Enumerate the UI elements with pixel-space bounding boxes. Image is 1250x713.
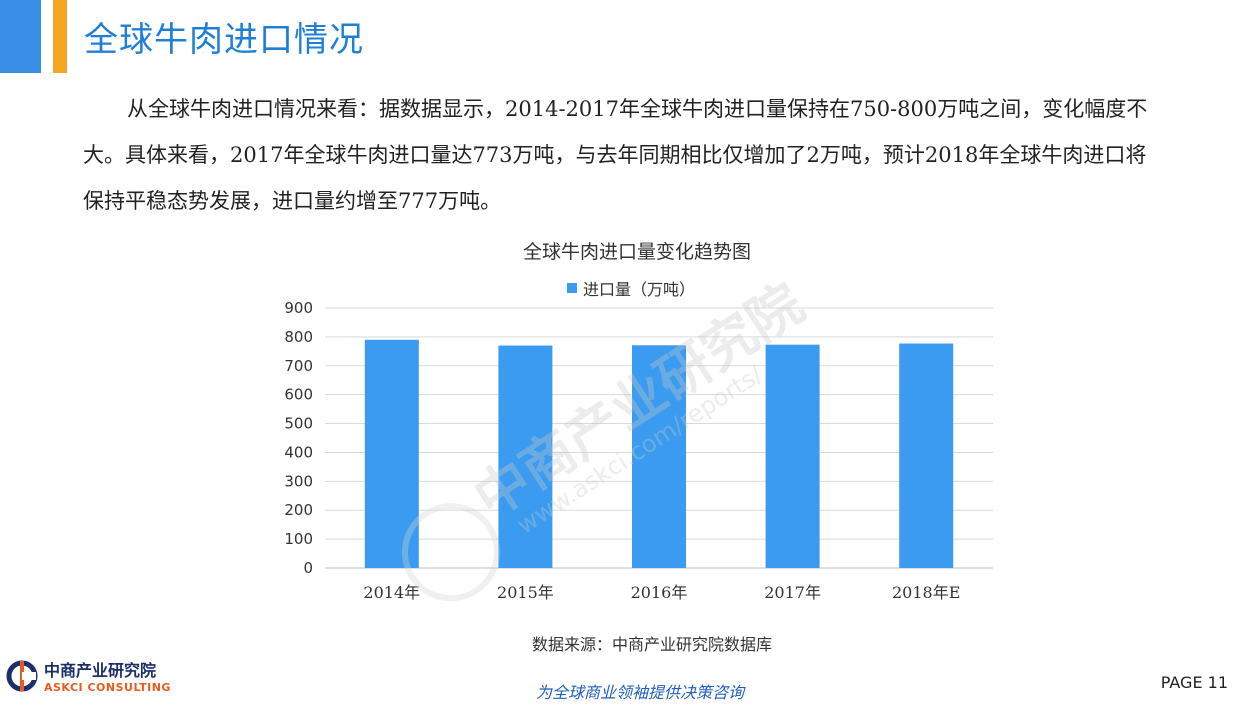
logo-icon bbox=[6, 660, 38, 691]
bar bbox=[765, 344, 820, 568]
chart-legend: 进口量（万吨） bbox=[567, 276, 695, 300]
y-tick-label: 0 bbox=[303, 559, 313, 577]
y-tick-label: 500 bbox=[284, 415, 313, 433]
bar bbox=[498, 345, 553, 568]
y-tick-label: 200 bbox=[284, 501, 313, 519]
intro-paragraph: 从全球牛肉进口情况来看：据数据显示，2014-2017年全球牛肉进口量保持在75… bbox=[83, 97, 1148, 213]
legend-label: 进口量（万吨） bbox=[583, 280, 696, 299]
y-tick-label: 700 bbox=[284, 357, 313, 375]
y-tick-label: 400 bbox=[284, 443, 313, 461]
title-accent-bar-orange bbox=[53, 0, 67, 73]
title-accent-bar-blue bbox=[0, 0, 41, 73]
x-tick-label: 2014年 bbox=[363, 583, 420, 602]
logo-text-en: ASKCI CONSULTING bbox=[44, 681, 171, 694]
company-logo: 中商产业研究院 ASKCI CONSULTING bbox=[4, 657, 171, 694]
chart-title: 全球牛肉进口量变化趋势图 bbox=[522, 241, 751, 263]
y-tick-label: 100 bbox=[284, 530, 313, 548]
x-tick-label: 2015年 bbox=[497, 583, 554, 602]
page-title: 全球牛肉进口情况 bbox=[84, 20, 364, 60]
page-number: PAGE 11 bbox=[1160, 673, 1228, 692]
legend-swatch bbox=[567, 283, 577, 293]
logo-text-cn: 中商产业研究院 bbox=[44, 661, 157, 680]
bar bbox=[364, 339, 419, 568]
y-tick-label: 800 bbox=[284, 328, 313, 346]
bar bbox=[632, 345, 686, 568]
y-tick-label: 900 bbox=[284, 299, 313, 317]
x-tick-label: 2016年 bbox=[631, 583, 688, 602]
data-source: 数据来源：中商产业研究院数据库 bbox=[531, 635, 772, 654]
bar bbox=[899, 343, 954, 568]
y-tick-label: 300 bbox=[284, 472, 313, 490]
x-tick-label: 2017年 bbox=[764, 583, 821, 602]
x-tick-label: 2018年E bbox=[892, 583, 960, 602]
y-tick-label: 600 bbox=[284, 386, 313, 404]
slogan: 为全球商业领袖提供决策咨询 bbox=[535, 683, 744, 702]
